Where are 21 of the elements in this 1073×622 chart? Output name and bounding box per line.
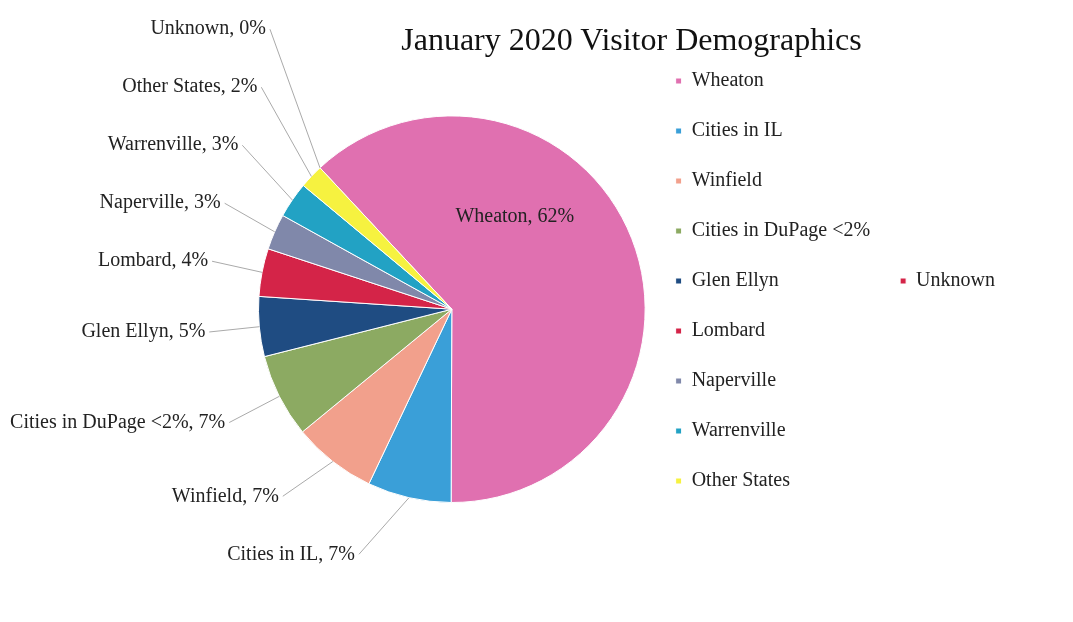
legend-label: Cities in IL xyxy=(691,118,783,141)
legend-label: Cities in DuPage <2% xyxy=(691,218,871,242)
data-label: Naperville, 3% xyxy=(99,190,221,214)
data-label: Cities in IL, 7% xyxy=(227,541,355,564)
data-label: Glen Ellyn, 5% xyxy=(81,319,206,343)
legend-label: Winfield xyxy=(691,168,762,191)
data-label: Other States, 2% xyxy=(122,74,258,97)
legend-label: Naperville xyxy=(691,368,777,392)
data-label: Warrenville, 3% xyxy=(107,132,239,155)
text: Unknown, 0% xyxy=(150,16,266,39)
data-label: Cities in DuPage <2%, 7% xyxy=(10,409,226,433)
legend-label: Unknown xyxy=(916,268,995,291)
data-label: Lombard, 4% xyxy=(98,248,209,271)
data-label: Winfield, 7% xyxy=(171,483,279,506)
legend-label: Other States xyxy=(691,468,791,491)
legend-label: Lombard xyxy=(691,318,765,341)
data-label: Wheaton, 62% xyxy=(455,204,575,227)
legend-label: Glen Ellyn xyxy=(691,268,779,292)
chart-title: January 2020 Visitor Demographics xyxy=(401,20,862,57)
legend-label: Wheaton xyxy=(691,68,764,91)
legend-label: Warrenville xyxy=(691,418,786,441)
